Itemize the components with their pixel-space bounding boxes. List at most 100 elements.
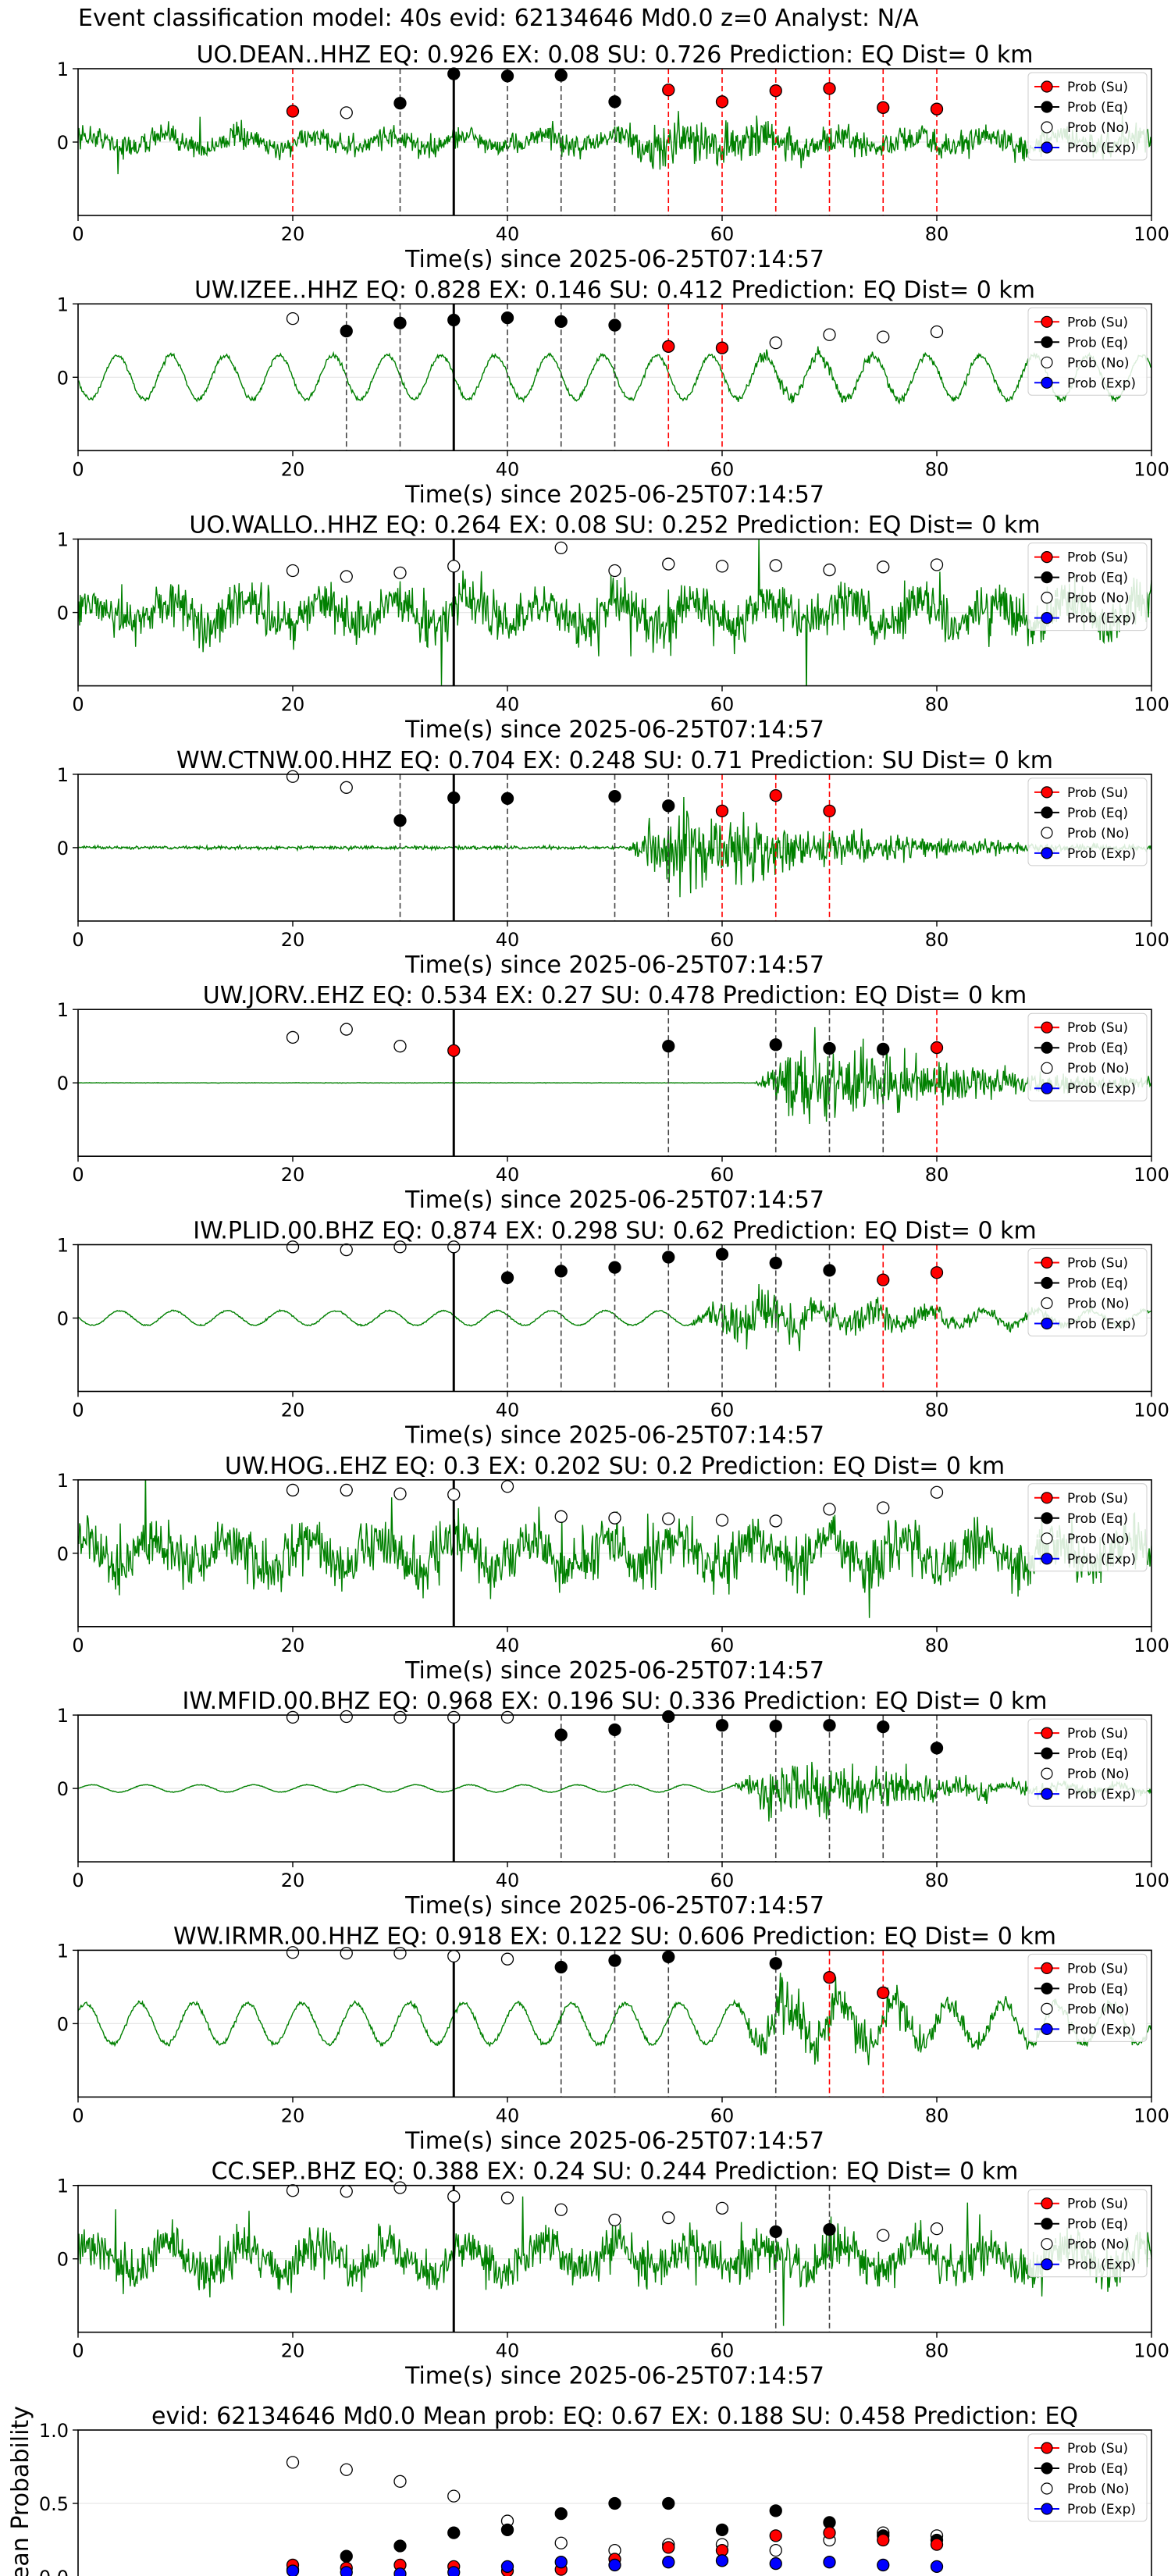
prob-point-eq	[769, 1957, 782, 1970]
prob-point-no	[715, 2201, 729, 2215]
x-tick-label: 100	[1134, 2340, 1169, 2362]
legend-label: Prob (Su)	[1067, 1020, 1128, 1036]
prob-point-eq	[662, 1710, 675, 1724]
legend-marker	[1041, 2218, 1053, 2230]
prob-point-no	[877, 2229, 890, 2242]
panel-5: 0 20 40 60 80 100 0 1 UW.JORV..EHZ EQ: 0.534 EX:…	[57, 982, 1169, 1214]
prob-point-no	[930, 558, 944, 571]
prob-point-eq	[340, 324, 353, 338]
legend-label: Prob (Exp)	[1067, 846, 1136, 862]
legend-label: Prob (Exp)	[1067, 2258, 1136, 2273]
prob-point-eq	[500, 69, 514, 83]
x-tick-label: 60	[710, 1870, 735, 1891]
x-tick-label: 80	[925, 458, 949, 480]
prob-point-no	[340, 2185, 353, 2198]
x-tick-label: 100	[1134, 458, 1169, 480]
legend-marker	[1041, 827, 1053, 839]
panel-title: CC.SEP..BHZ EQ: 0.388 EX: 0.24 SU: 0.244…	[212, 2158, 1019, 2186]
x-tick-label: 0	[72, 2340, 84, 2362]
mean-prob-point-exp	[877, 2558, 890, 2572]
prob-point-su	[662, 84, 675, 97]
prob-point-no	[930, 1485, 944, 1499]
prob-point-no	[286, 1030, 300, 1044]
x-tick-label: 0	[72, 1870, 84, 1891]
y-tick-label: 1	[57, 529, 69, 551]
x-tick-label: 60	[710, 458, 735, 480]
prob-point-eq	[500, 311, 514, 325]
mean-prob-point-exp	[393, 2567, 407, 2576]
legend: Prob (Su) Prob (Eq) Prob (No) Prob (Exp)	[1027, 1953, 1148, 2042]
mean-prob-point-no	[447, 2489, 461, 2503]
x-axis-label: Time(s) since 2025-06-25T07:14:57	[404, 717, 824, 744]
y-tick-label: 1	[57, 999, 69, 1021]
prob-point-eq	[769, 2225, 782, 2239]
prob-point-no	[286, 2184, 300, 2197]
legend-label: Prob (No)	[1067, 355, 1130, 371]
prob-point-eq	[447, 67, 461, 80]
x-tick-label: 100	[1134, 223, 1169, 245]
legend-marker	[1041, 2238, 1053, 2250]
prob-point-no	[393, 2181, 407, 2194]
prob-point-eq	[608, 789, 621, 803]
prob-point-eq	[823, 1264, 836, 1277]
legend-marker	[1041, 1727, 1053, 1739]
y-tick-label: 1	[57, 1235, 69, 1257]
legend: Prob (Su) Prob (Eq) Prob (No) Prob (Exp)	[1027, 1248, 1148, 1336]
seismic-trace	[78, 1479, 1151, 1618]
legend-marker	[1041, 141, 1053, 154]
x-tick-label: 40	[496, 223, 520, 245]
prob-point-su	[823, 82, 836, 95]
panel-title: UW.HOG..EHZ EQ: 0.3 EX: 0.202 SU: 0.2 Pr…	[225, 1453, 1005, 1480]
prob-point-eq	[608, 95, 621, 109]
x-tick-label: 40	[496, 929, 520, 951]
mean-prob-point-no	[286, 2456, 300, 2469]
y-tick-label: 0.5	[39, 2493, 69, 2515]
legend: Prob (Su) Prob (Eq) Prob (No) Prob (Exp)	[1027, 1012, 1148, 1101]
mean-prob-point-exp	[930, 2560, 944, 2573]
legend-label: Prob (Eq)	[1067, 1041, 1128, 1056]
y-tick-label: 0	[57, 2013, 69, 2035]
legend-label: Prob (Su)	[1067, 550, 1128, 566]
seismic-trace	[78, 2196, 1151, 2326]
prob-point-eq	[608, 318, 621, 332]
panel-title: UW.JORV..EHZ EQ: 0.534 EX: 0.27 SU: 0.47…	[203, 982, 1027, 1009]
prob-point-no	[877, 1501, 890, 1514]
x-tick-label: 100	[1134, 1870, 1169, 1891]
prob-point-su	[769, 789, 782, 802]
prob-point-eq	[554, 1960, 568, 1974]
legend-marker	[1041, 2503, 1053, 2515]
mean-prob-point-exp	[662, 2556, 675, 2569]
mean-prob-point-su	[823, 2526, 836, 2539]
legend-marker	[1041, 1062, 1053, 1074]
mean-prob-point-eq	[340, 2549, 353, 2563]
x-tick-label: 100	[1134, 1635, 1169, 1656]
mean-prob-point-exp	[715, 2554, 729, 2567]
prob-point-su	[662, 340, 675, 353]
legend-marker	[1041, 2462, 1053, 2475]
prob-point-no	[286, 1946, 300, 1959]
legend-box	[1027, 1012, 1148, 1101]
legend-label: Prob (No)	[1067, 2237, 1130, 2253]
panel-6: 0 20 40 60 80 100 0 1 IW.PLID.00.BHZ EQ: 0.874 E…	[57, 1218, 1169, 1450]
x-tick-label: 40	[496, 1164, 520, 1186]
y-tick-label: 1	[57, 1705, 69, 1727]
y-tick-label: 0	[57, 1073, 69, 1094]
prob-point-no	[877, 330, 890, 343]
prob-point-eq	[662, 1040, 675, 1053]
x-tick-label: 80	[925, 1635, 949, 1656]
legend-label: Prob (Exp)	[1067, 375, 1136, 391]
y-tick-label: 1	[57, 59, 69, 80]
x-tick-label: 100	[1134, 694, 1169, 716]
legend-marker	[1041, 1256, 1053, 1269]
prob-point-eq	[447, 313, 461, 327]
prob-point-eq	[930, 1742, 944, 1755]
legend: Prob (Su) Prob (Eq) Prob (No) Prob (Exp)	[1027, 777, 1148, 866]
y-tick-label: 0	[57, 1778, 69, 1800]
legend-label: Prob (Su)	[1067, 1256, 1128, 1272]
prob-point-no	[823, 328, 836, 341]
legend-marker	[1041, 1297, 1053, 1310]
legend-label: Prob (Exp)	[1067, 1552, 1136, 1567]
figure-title: Event classification model: 40s evid: 62…	[78, 5, 919, 32]
legend-marker	[1041, 611, 1053, 624]
x-tick-label: 0	[72, 223, 84, 245]
